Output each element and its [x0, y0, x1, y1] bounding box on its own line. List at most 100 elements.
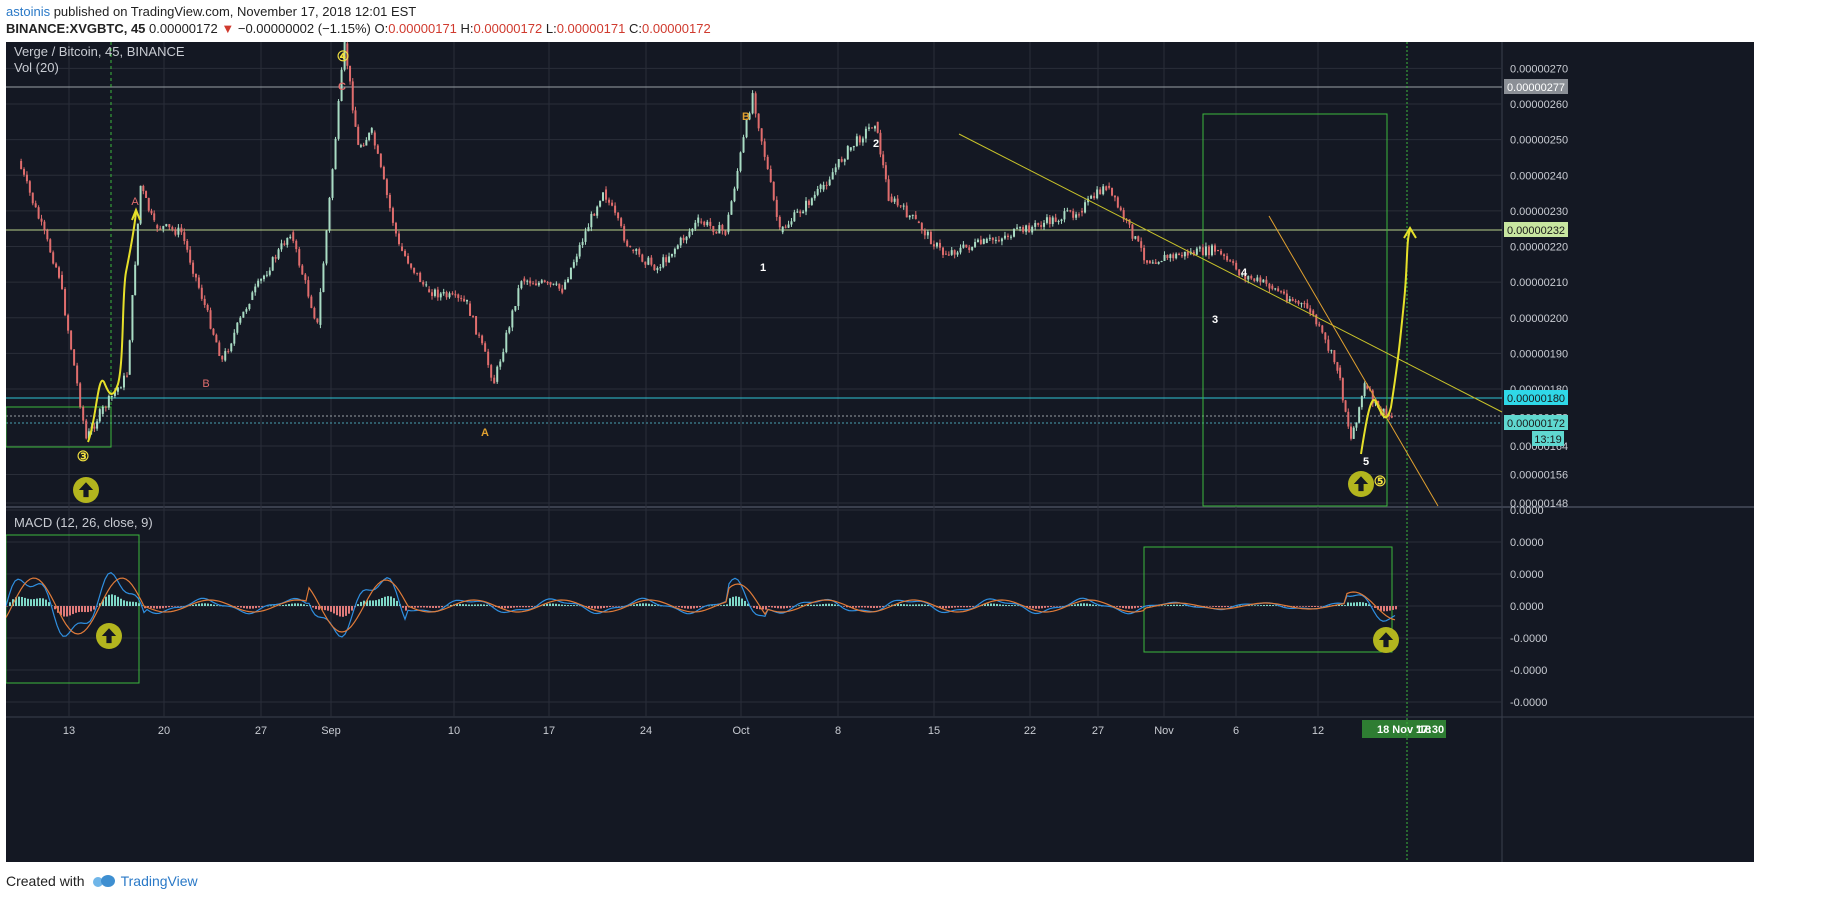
candle-body: [1113, 195, 1116, 198]
candle-body: [230, 343, 233, 352]
macd-histogram-bar: [555, 603, 557, 606]
chart-svg[interactable]: 0.000002900.000002800.000002700.00000260…: [6, 42, 1754, 862]
macd-histogram-bar: [915, 604, 917, 606]
macd-histogram-bar: [342, 606, 344, 617]
candle-body: [882, 154, 885, 166]
price-axis-label: 0.00000210: [1510, 277, 1568, 289]
macd-histogram-bar: [471, 604, 473, 606]
arrow-up-icon: [131, 207, 141, 221]
macd-histogram-bar: [681, 606, 683, 608]
candle-body: [733, 188, 736, 202]
macd-histogram-bar: [1392, 606, 1394, 610]
macd-histogram-bar: [909, 604, 911, 606]
candle-body: [1229, 260, 1232, 262]
candle-body: [890, 196, 893, 202]
candle-body: [685, 236, 688, 241]
candle-body: [822, 184, 825, 190]
candle-body: [209, 310, 212, 329]
macd-histogram-bar: [93, 606, 95, 610]
candle-body: [1075, 214, 1078, 218]
candle-body: [194, 273, 197, 278]
macd-histogram-bar: [1380, 606, 1382, 611]
candle-body: [1154, 262, 1157, 264]
macd-histogram-bar: [1269, 604, 1271, 606]
candle-body: [150, 210, 153, 214]
macd-histogram-bar: [27, 598, 29, 606]
time-axis-label: 8: [835, 725, 841, 737]
author-link[interactable]: astoinis: [6, 4, 51, 19]
candle-body: [79, 383, 82, 408]
candle-body: [593, 213, 596, 216]
price-axis-label: 0.00000230: [1510, 206, 1568, 218]
candle-body: [874, 126, 876, 129]
change-value: −0.00000002 (−1.15%): [237, 21, 371, 36]
time-axis-label: 27: [1092, 725, 1104, 737]
candle-body: [1178, 253, 1181, 256]
candle-body: [466, 299, 468, 302]
candle-body: [153, 213, 156, 221]
macd-histogram-bar: [1218, 606, 1220, 608]
footer: Created with TradingView: [6, 873, 198, 889]
macd-histogram-bar: [345, 606, 347, 616]
candle-body: [174, 229, 177, 235]
candle-body: [555, 283, 558, 285]
macd-series: [6, 572, 1397, 638]
macd-histogram-bar: [708, 605, 710, 607]
tradingview-link[interactable]: TradingView: [92, 873, 198, 889]
wave-label: ③: [77, 448, 90, 464]
candle-body: [110, 395, 113, 397]
candle-body: [122, 375, 125, 388]
candle-body: [351, 81, 354, 111]
chart-area[interactable]: 0.000002900.000002800.000002700.00000260…: [6, 42, 1754, 862]
yellow-trendline: [958, 133, 1503, 413]
candle-body: [626, 240, 629, 246]
candle-body: [1341, 378, 1344, 401]
macd-histogram-bar: [693, 606, 695, 609]
macd-histogram-bar: [864, 606, 866, 608]
macd-histogram-bar: [1083, 603, 1085, 606]
candle-body: [694, 222, 697, 229]
price-axis-label: 0.00000270: [1510, 63, 1568, 75]
macd-histogram-bar: [243, 606, 245, 609]
macd-histogram-bar: [828, 603, 830, 606]
macd-histogram-bar: [42, 598, 44, 606]
macd-histogram-bar: [66, 606, 68, 617]
macd-histogram-bar: [1326, 605, 1328, 607]
candle-body: [1271, 285, 1274, 289]
macd-histogram-bar: [846, 606, 848, 608]
macd-histogram-bar: [111, 594, 113, 606]
macd-histogram-bar: [384, 596, 386, 606]
macd-histogram-bar: [960, 606, 962, 608]
candle-body: [581, 241, 584, 246]
candle-body: [1315, 314, 1318, 325]
macd-histogram-bar: [984, 604, 986, 606]
macd-histogram-bar: [324, 606, 326, 611]
macd-histogram-bar: [519, 606, 521, 608]
up-arrow-badge-icon: [1348, 471, 1374, 497]
candle-body: [493, 377, 496, 384]
macd-histogram-bar: [525, 606, 527, 608]
candle-body: [959, 247, 962, 253]
macd-histogram-bar: [468, 604, 470, 606]
macd-histogram-bar: [552, 603, 554, 606]
macd-histogram-bar: [1341, 605, 1343, 606]
macd-histogram-bar: [723, 604, 725, 606]
macd-histogram-bar: [1149, 605, 1151, 607]
macd-histogram-bar: [1311, 606, 1313, 607]
macd-histogram-bar: [963, 606, 965, 608]
macd-histogram-bar: [48, 602, 50, 606]
time-axis-label: 17: [543, 725, 555, 737]
candle-body: [46, 230, 49, 240]
macd-histogram-bar: [291, 603, 293, 606]
macd-histogram-bar: [732, 596, 734, 606]
candle-body: [1034, 223, 1037, 227]
macd-histogram-bar: [33, 599, 35, 606]
macd-histogram-bar: [645, 603, 647, 606]
candle-body: [968, 247, 971, 251]
macd-histogram-bar: [1140, 606, 1142, 607]
macd-histogram-bar: [447, 605, 449, 607]
candle-body: [567, 279, 570, 283]
candle-body: [816, 188, 819, 195]
macd-histogram-bar: [438, 606, 440, 608]
price-badge-bg: [1504, 79, 1568, 94]
